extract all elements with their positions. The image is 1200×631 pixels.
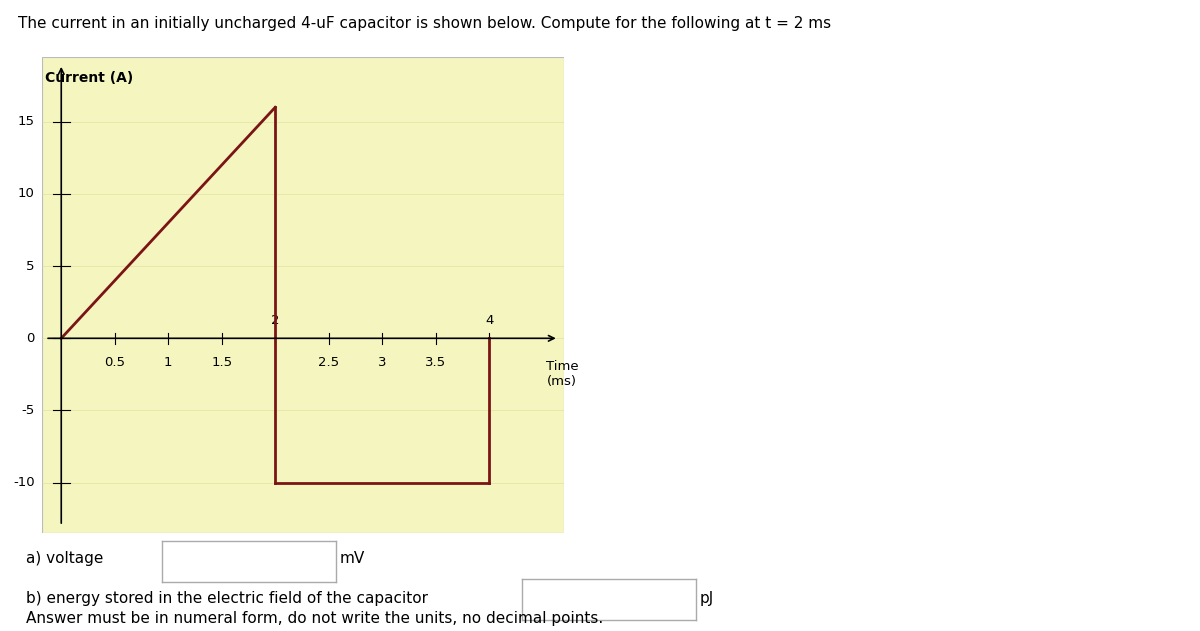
Text: Answer must be in numeral form, do not write the units, no decimal points.: Answer must be in numeral form, do not w… bbox=[26, 611, 604, 626]
Text: -5: -5 bbox=[22, 404, 35, 417]
Text: 15: 15 bbox=[18, 115, 35, 128]
Text: 10: 10 bbox=[18, 187, 35, 201]
Text: 0.5: 0.5 bbox=[104, 356, 125, 369]
Text: 3.5: 3.5 bbox=[425, 356, 446, 369]
Text: 3: 3 bbox=[378, 356, 386, 369]
Text: b) energy stored in the electric field of the capacitor: b) energy stored in the electric field o… bbox=[26, 591, 428, 606]
Text: 1: 1 bbox=[164, 356, 173, 369]
Text: 5: 5 bbox=[26, 259, 35, 273]
Text: a) voltage: a) voltage bbox=[26, 551, 103, 566]
Text: 2.5: 2.5 bbox=[318, 356, 340, 369]
Text: 1.5: 1.5 bbox=[211, 356, 233, 369]
Text: 0: 0 bbox=[26, 332, 35, 345]
Text: 2: 2 bbox=[271, 314, 280, 327]
Text: -10: -10 bbox=[13, 476, 35, 489]
Text: mV: mV bbox=[340, 551, 365, 566]
Text: The current in an initially uncharged 4-uF capacitor is shown below. Compute for: The current in an initially uncharged 4-… bbox=[18, 16, 832, 31]
Text: Current (A): Current (A) bbox=[46, 71, 133, 85]
Text: Time
(ms): Time (ms) bbox=[546, 360, 578, 388]
Text: pJ: pJ bbox=[700, 591, 714, 606]
Text: 4: 4 bbox=[485, 314, 493, 327]
